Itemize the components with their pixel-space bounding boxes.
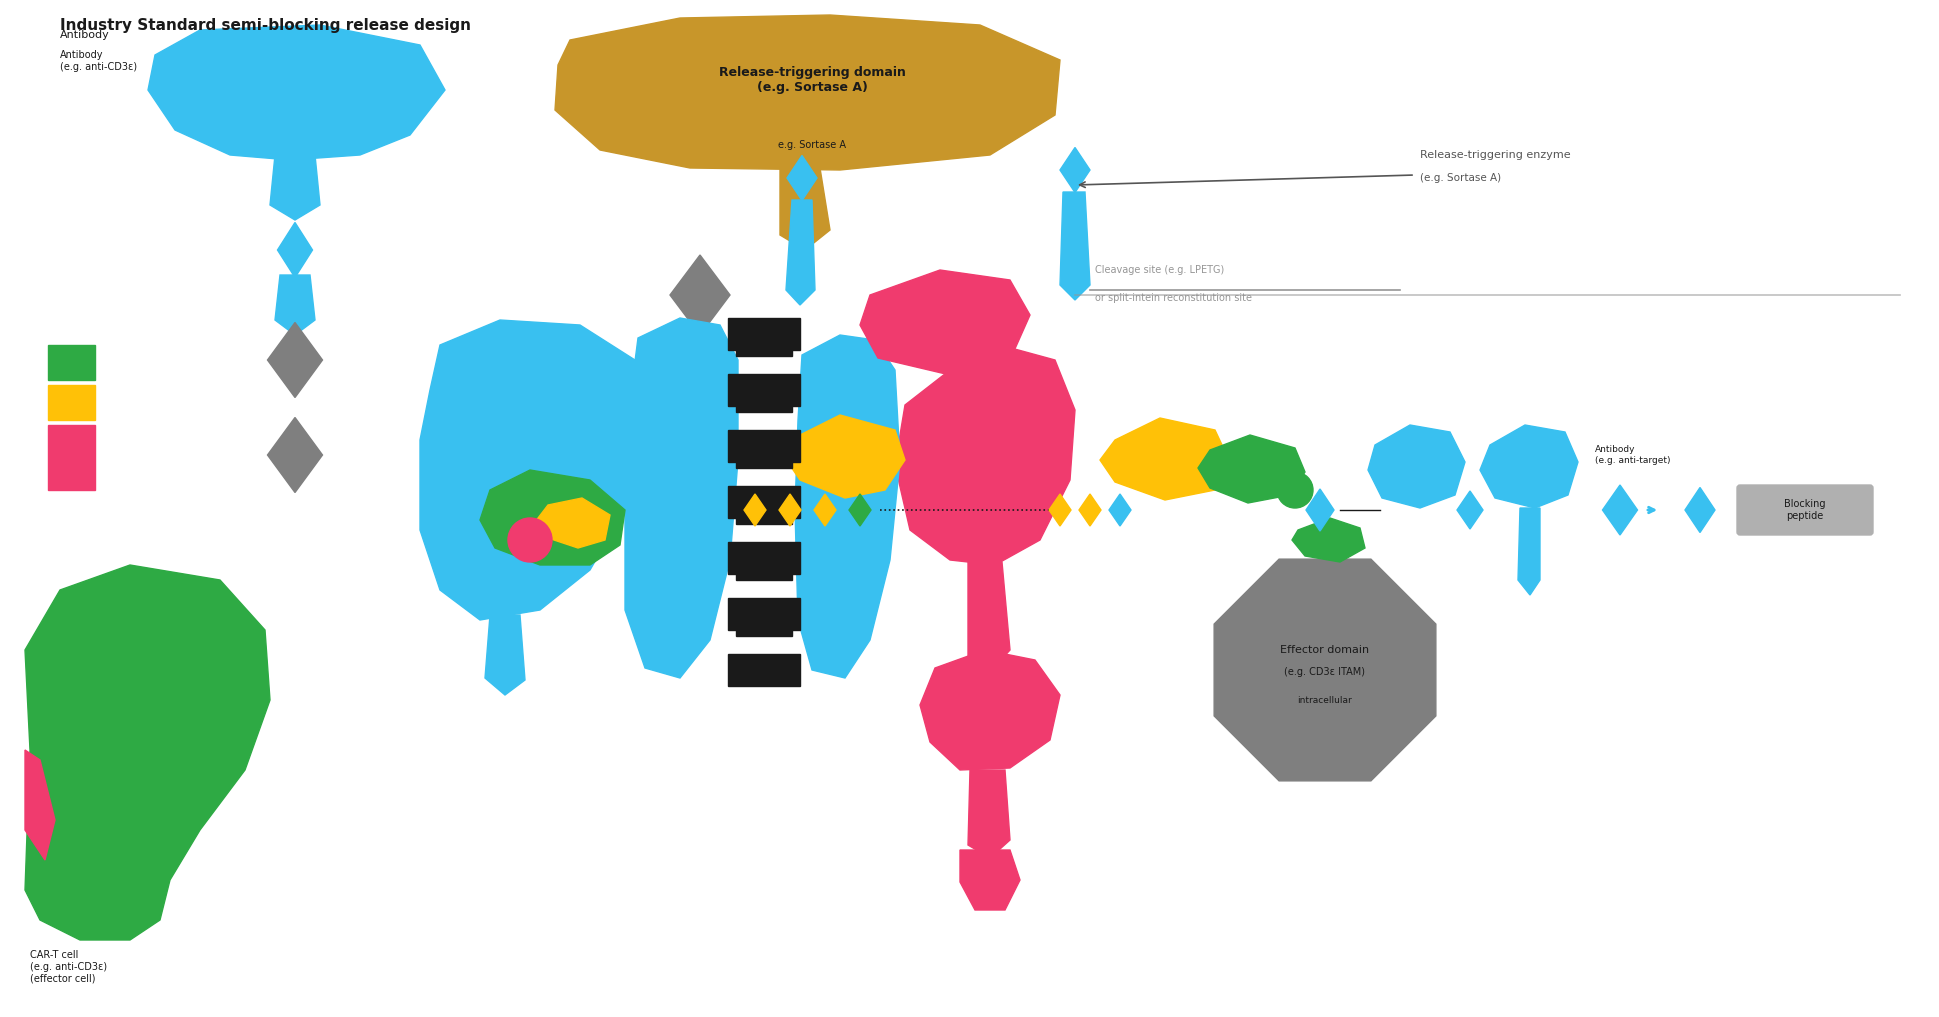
Polygon shape bbox=[727, 598, 801, 630]
Polygon shape bbox=[785, 200, 814, 305]
Text: Industry Standard semi-blocking release design: Industry Standard semi-blocking release … bbox=[60, 18, 471, 33]
Polygon shape bbox=[624, 318, 739, 678]
Polygon shape bbox=[1685, 487, 1714, 533]
Circle shape bbox=[1278, 472, 1313, 508]
Polygon shape bbox=[268, 322, 322, 398]
Polygon shape bbox=[671, 255, 729, 335]
Polygon shape bbox=[275, 275, 314, 335]
Text: Antibody
(e.g. anti-target): Antibody (e.g. anti-target) bbox=[1596, 445, 1671, 465]
Polygon shape bbox=[1291, 518, 1365, 562]
Polygon shape bbox=[277, 223, 312, 278]
Polygon shape bbox=[787, 156, 816, 200]
Polygon shape bbox=[960, 850, 1020, 910]
Text: CAR-T cell
(e.g. anti-CD3ε)
(effector cell): CAR-T cell (e.g. anti-CD3ε) (effector ce… bbox=[29, 950, 107, 983]
Text: intracellular: intracellular bbox=[1297, 696, 1351, 705]
Polygon shape bbox=[727, 542, 801, 574]
Polygon shape bbox=[1479, 425, 1578, 508]
Text: Antibody
(e.g. anti-CD3ε): Antibody (e.g. anti-CD3ε) bbox=[60, 50, 138, 71]
Polygon shape bbox=[147, 25, 444, 160]
Polygon shape bbox=[268, 418, 322, 492]
Polygon shape bbox=[1307, 489, 1334, 531]
Polygon shape bbox=[814, 494, 836, 526]
Text: (e.g. CD3ε ITAM): (e.g. CD3ε ITAM) bbox=[1284, 667, 1365, 677]
Polygon shape bbox=[1049, 494, 1070, 526]
Polygon shape bbox=[1061, 147, 1090, 192]
Polygon shape bbox=[1078, 494, 1101, 526]
Polygon shape bbox=[421, 320, 646, 620]
Polygon shape bbox=[785, 415, 906, 498]
Polygon shape bbox=[1602, 485, 1638, 535]
Polygon shape bbox=[555, 15, 1061, 170]
Polygon shape bbox=[1109, 494, 1130, 526]
Text: e.g. Sortase A: e.g. Sortase A bbox=[778, 140, 845, 149]
Polygon shape bbox=[727, 654, 801, 686]
Polygon shape bbox=[1061, 192, 1090, 300]
Polygon shape bbox=[1456, 491, 1483, 529]
Polygon shape bbox=[968, 770, 1010, 858]
Polygon shape bbox=[968, 562, 1010, 672]
Polygon shape bbox=[1369, 425, 1466, 508]
Polygon shape bbox=[1099, 418, 1229, 500]
Polygon shape bbox=[535, 498, 611, 548]
Polygon shape bbox=[861, 270, 1030, 375]
FancyBboxPatch shape bbox=[1737, 485, 1873, 535]
Polygon shape bbox=[25, 750, 54, 860]
Polygon shape bbox=[485, 615, 525, 695]
Text: Antibody: Antibody bbox=[60, 29, 111, 40]
Polygon shape bbox=[919, 650, 1061, 770]
Polygon shape bbox=[727, 486, 801, 518]
Polygon shape bbox=[481, 470, 624, 565]
Polygon shape bbox=[745, 494, 766, 526]
Text: Blocking
peptide: Blocking peptide bbox=[1784, 499, 1827, 521]
Polygon shape bbox=[737, 518, 791, 524]
Polygon shape bbox=[737, 406, 791, 412]
Polygon shape bbox=[737, 350, 791, 356]
Polygon shape bbox=[1214, 559, 1437, 781]
Polygon shape bbox=[737, 574, 791, 580]
Polygon shape bbox=[727, 430, 801, 462]
Polygon shape bbox=[779, 494, 801, 526]
Text: Release-triggering enzyme: Release-triggering enzyme bbox=[1419, 149, 1571, 160]
Polygon shape bbox=[1518, 508, 1540, 595]
Text: (e.g. Sortase A): (e.g. Sortase A) bbox=[1419, 173, 1501, 183]
Text: Release-triggering domain
(e.g. Sortase A): Release-triggering domain (e.g. Sortase … bbox=[719, 66, 906, 94]
Polygon shape bbox=[795, 335, 900, 678]
Polygon shape bbox=[727, 318, 801, 350]
Polygon shape bbox=[896, 345, 1074, 565]
Circle shape bbox=[508, 518, 553, 562]
Text: or split-intein reconstitution site: or split-intein reconstitution site bbox=[1096, 293, 1253, 303]
Polygon shape bbox=[737, 630, 791, 636]
Polygon shape bbox=[737, 462, 791, 468]
Polygon shape bbox=[779, 168, 830, 250]
Polygon shape bbox=[727, 374, 801, 406]
Polygon shape bbox=[270, 155, 320, 220]
Polygon shape bbox=[48, 425, 95, 490]
Polygon shape bbox=[849, 494, 871, 526]
Text: Effector domain: Effector domain bbox=[1280, 645, 1369, 655]
Text: Cleavage site (e.g. LPETG): Cleavage site (e.g. LPETG) bbox=[1096, 265, 1224, 275]
Polygon shape bbox=[48, 345, 95, 380]
Polygon shape bbox=[25, 565, 270, 940]
Polygon shape bbox=[48, 385, 95, 420]
Polygon shape bbox=[1198, 435, 1305, 503]
